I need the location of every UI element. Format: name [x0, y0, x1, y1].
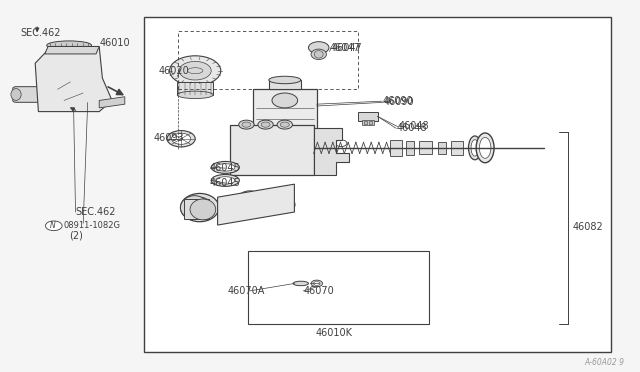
- Text: 46048: 46048: [397, 124, 428, 133]
- Text: SEC.462: SEC.462: [20, 29, 61, 38]
- Text: 08911-1082G: 08911-1082G: [64, 221, 121, 230]
- Bar: [177, 82, 213, 95]
- Bar: [390, 140, 402, 155]
- Bar: [419, 141, 432, 154]
- Bar: [253, 89, 317, 138]
- Polygon shape: [218, 184, 294, 225]
- Bar: [230, 125, 314, 175]
- Ellipse shape: [251, 193, 274, 209]
- Ellipse shape: [180, 196, 209, 219]
- Polygon shape: [99, 97, 125, 108]
- Ellipse shape: [280, 122, 289, 127]
- Text: 46082: 46082: [573, 222, 604, 232]
- Text: 46070: 46070: [304, 286, 335, 296]
- Text: 46048: 46048: [398, 122, 429, 131]
- Circle shape: [54, 96, 61, 101]
- Ellipse shape: [311, 49, 326, 60]
- Bar: [406, 141, 414, 155]
- Ellipse shape: [242, 122, 251, 127]
- Circle shape: [51, 95, 64, 102]
- Ellipse shape: [172, 133, 191, 144]
- Bar: [364, 121, 367, 124]
- Ellipse shape: [11, 89, 21, 100]
- Ellipse shape: [293, 281, 308, 286]
- Polygon shape: [35, 46, 112, 112]
- Text: 46020: 46020: [158, 66, 189, 76]
- Ellipse shape: [476, 133, 494, 163]
- Bar: [273, 137, 296, 144]
- Bar: [438, 142, 446, 154]
- Circle shape: [335, 155, 347, 161]
- Ellipse shape: [468, 136, 481, 160]
- Ellipse shape: [255, 195, 270, 206]
- Text: A-60A02 9: A-60A02 9: [584, 358, 624, 367]
- Ellipse shape: [269, 76, 301, 84]
- Text: SEC.462: SEC.462: [76, 207, 116, 217]
- Text: 46010K: 46010K: [316, 328, 353, 338]
- Ellipse shape: [179, 61, 211, 80]
- Bar: [184, 199, 209, 219]
- Text: 46090: 46090: [383, 96, 413, 106]
- Ellipse shape: [177, 91, 213, 99]
- Ellipse shape: [261, 122, 270, 127]
- Bar: [362, 120, 374, 125]
- Bar: [358, 112, 378, 121]
- Ellipse shape: [242, 193, 257, 205]
- Ellipse shape: [190, 199, 216, 220]
- Ellipse shape: [277, 120, 292, 129]
- Text: 46045: 46045: [210, 163, 241, 173]
- Bar: [144, 17, 611, 352]
- Ellipse shape: [268, 197, 283, 208]
- Text: 46047: 46047: [330, 43, 360, 52]
- Ellipse shape: [238, 191, 261, 207]
- Bar: [369, 121, 372, 124]
- Text: 46010: 46010: [99, 38, 130, 48]
- Text: (2): (2): [69, 230, 83, 240]
- Bar: [451, 141, 463, 155]
- Circle shape: [45, 221, 62, 231]
- Ellipse shape: [272, 93, 298, 108]
- Circle shape: [83, 95, 96, 102]
- Text: 46047: 46047: [332, 44, 362, 53]
- Ellipse shape: [314, 282, 320, 285]
- Ellipse shape: [239, 120, 254, 129]
- Text: 46090: 46090: [384, 97, 415, 107]
- Polygon shape: [314, 128, 349, 175]
- Ellipse shape: [180, 193, 219, 222]
- Ellipse shape: [471, 140, 479, 156]
- Text: N: N: [50, 221, 55, 230]
- Circle shape: [78, 83, 88, 89]
- Ellipse shape: [314, 51, 323, 58]
- Ellipse shape: [479, 138, 491, 158]
- Polygon shape: [45, 46, 99, 54]
- Ellipse shape: [216, 177, 235, 184]
- Ellipse shape: [47, 41, 92, 50]
- Ellipse shape: [167, 131, 195, 147]
- Ellipse shape: [311, 280, 323, 287]
- Bar: [248, 251, 429, 324]
- Ellipse shape: [187, 197, 212, 218]
- FancyBboxPatch shape: [13, 87, 45, 102]
- Ellipse shape: [275, 197, 295, 212]
- Circle shape: [86, 96, 93, 101]
- Bar: [269, 80, 301, 89]
- Ellipse shape: [211, 161, 239, 173]
- Text: 46070A: 46070A: [227, 286, 264, 296]
- Circle shape: [335, 140, 347, 147]
- Ellipse shape: [211, 174, 239, 186]
- Text: 46093: 46093: [154, 134, 184, 143]
- Ellipse shape: [258, 120, 273, 129]
- Ellipse shape: [264, 195, 287, 211]
- Text: 46045: 46045: [210, 178, 241, 188]
- Ellipse shape: [216, 164, 235, 171]
- Ellipse shape: [308, 42, 329, 54]
- Ellipse shape: [170, 56, 221, 86]
